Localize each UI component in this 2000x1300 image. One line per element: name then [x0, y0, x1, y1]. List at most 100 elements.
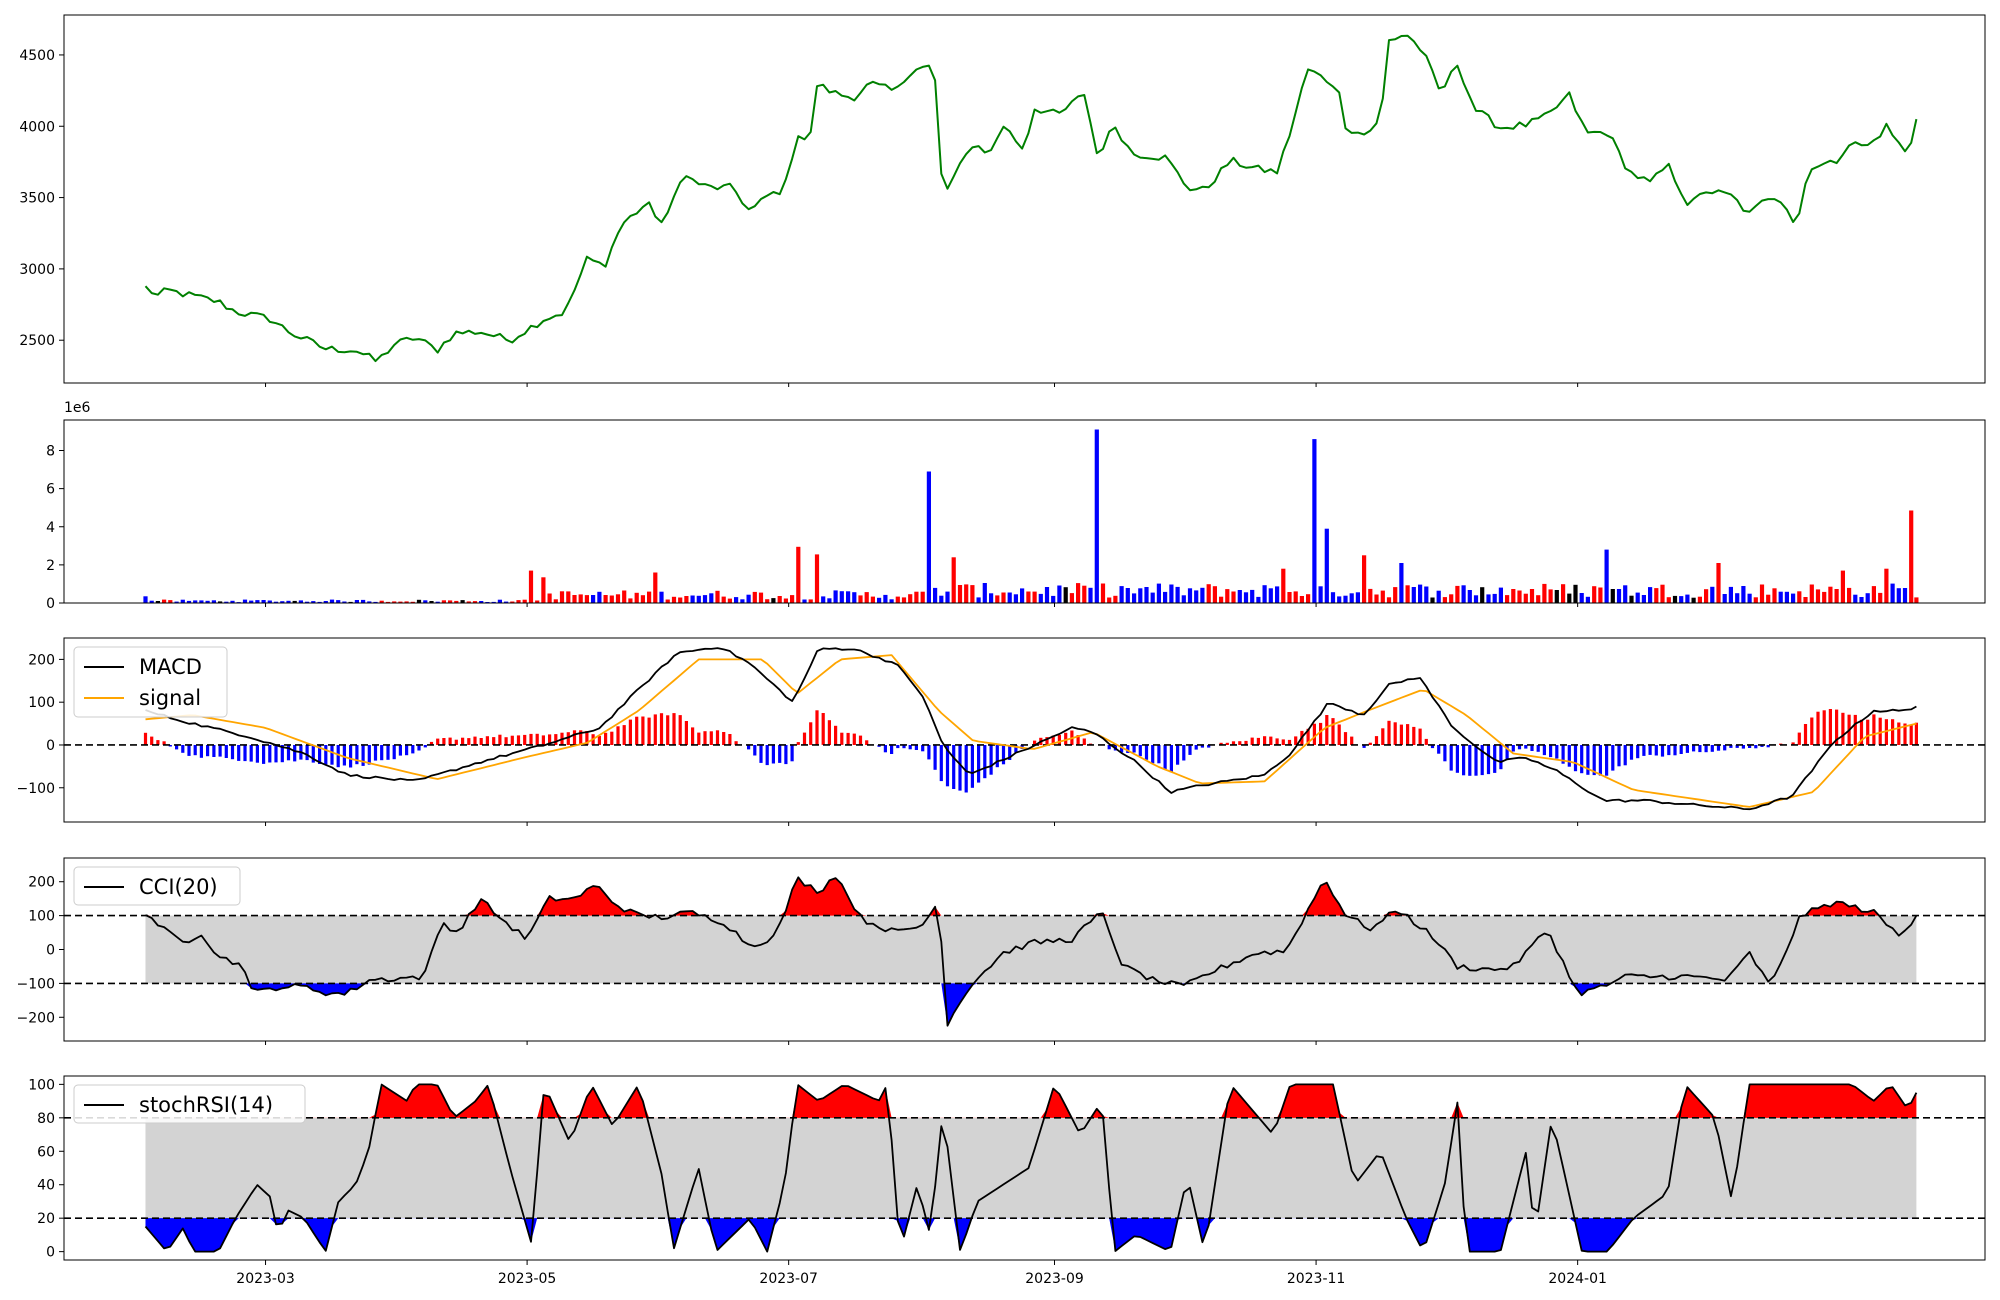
macd-hist-bar	[579, 730, 583, 745]
macd-hist-bar	[840, 732, 844, 745]
volume-bar	[914, 591, 919, 603]
volume-bar	[1666, 597, 1671, 603]
macd-hist-bar	[672, 713, 676, 745]
volume-bar	[1585, 596, 1590, 603]
volume-bar	[1697, 596, 1702, 603]
macd-hist-bar	[647, 717, 651, 745]
volume-bar	[1884, 568, 1889, 603]
volume-bar	[162, 599, 167, 603]
y-tick-label: 40	[37, 1178, 55, 1194]
x-tick-label: 2023-03	[236, 1271, 295, 1287]
macd-hist-bar	[1418, 728, 1422, 745]
volume-bar	[1156, 583, 1161, 603]
macd-hist-bar	[1816, 711, 1820, 745]
volume-bar	[1598, 587, 1603, 603]
macd-hist-bar	[510, 735, 514, 745]
volume-bar	[1722, 594, 1727, 603]
volume-bar	[1175, 586, 1180, 603]
macd-hist-bar	[1511, 745, 1515, 752]
volume-bar	[1299, 596, 1304, 603]
volume-bar	[1772, 588, 1777, 603]
volume-bar	[1144, 587, 1149, 603]
macd-hist-bar	[554, 734, 558, 745]
macd-hist-bar	[1567, 745, 1571, 767]
volume-bar	[423, 600, 428, 603]
volume-bar	[995, 595, 1000, 603]
macd-hist-bar	[1337, 724, 1341, 745]
macd-hist-bar	[1760, 745, 1764, 747]
macd-hist-bar	[1387, 720, 1391, 745]
volume-bar	[342, 601, 347, 603]
macd-hist-bar	[1611, 745, 1615, 771]
macd-hist-bar	[1399, 724, 1403, 745]
volume-bar	[846, 591, 851, 603]
macd-hist-bar	[1033, 740, 1037, 745]
neutral-band	[145, 1117, 1917, 1219]
macd-hist-bar	[1244, 740, 1248, 745]
macd-hist-bar	[628, 719, 632, 745]
macd-hist-bar	[1810, 717, 1814, 745]
volume-bar	[603, 595, 608, 603]
macd-hist-bar	[305, 745, 309, 761]
macd-hist-bar	[187, 745, 191, 756]
legend-label: MACD	[139, 655, 202, 679]
volume-bar	[435, 601, 440, 603]
volume-bar	[1902, 588, 1908, 603]
volume-bar	[1878, 592, 1883, 603]
macd-hist-bar	[1107, 745, 1111, 750]
macd-hist-bar	[1586, 745, 1590, 775]
macd-hist-bar	[1182, 745, 1186, 761]
y-tick-label: 3500	[19, 191, 55, 207]
macd-hist-bar	[417, 745, 421, 751]
volume-bar	[1660, 584, 1665, 603]
volume-bar	[783, 598, 788, 603]
macd-hist-bar	[492, 737, 496, 745]
macd-hist-bar	[1275, 738, 1279, 745]
volume-bar	[1629, 595, 1634, 603]
volume-bar	[361, 599, 366, 603]
volume-bar	[441, 600, 446, 603]
macd-hist-bar	[747, 745, 751, 750]
macd-hist-bar	[1841, 712, 1845, 745]
volume-bar	[709, 593, 714, 603]
macd-hist-bar	[784, 745, 788, 765]
plot-frame	[63, 637, 1986, 823]
macd-hist-bar	[641, 716, 645, 745]
macd-hist-bar	[255, 745, 259, 763]
volume-bar	[1287, 592, 1292, 603]
macd-hist-bar	[1704, 745, 1708, 753]
volume-bar	[1890, 583, 1895, 603]
macd-hist-bar	[945, 745, 950, 787]
macd-hist-bar	[1642, 745, 1646, 756]
macd-hist-bar	[753, 745, 757, 756]
macd-hist-bar	[1231, 741, 1236, 745]
volume-bar	[1256, 596, 1261, 603]
macd-hist-bar	[199, 745, 203, 758]
macd-hist-bar	[1188, 745, 1192, 755]
macd-hist-bar	[1343, 732, 1348, 745]
macd-hist-bar	[1014, 745, 1018, 753]
macd-hist-bar	[858, 735, 863, 745]
macd-hist-bar	[162, 741, 166, 745]
panel-volume: 0 2 4 6 8 1e6	[46, 400, 1986, 612]
macd-hist-bar	[983, 745, 987, 779]
volume-bar	[1791, 593, 1796, 603]
macd-hist-bar	[1263, 736, 1267, 745]
macd-hist-bar	[653, 714, 657, 745]
y-tick-label: −200	[17, 1010, 55, 1026]
macd-hist-bar	[448, 737, 452, 745]
volume-bar	[510, 601, 515, 603]
volume-bar	[908, 594, 913, 603]
macd-hist-bar	[691, 727, 695, 745]
y-tick-label: 2	[46, 558, 55, 574]
volume-bar	[1473, 595, 1479, 603]
macd-hist-bar	[1374, 736, 1379, 745]
volume-bar	[211, 600, 216, 603]
volume-bar	[765, 599, 770, 603]
macd-hist-bar	[541, 735, 545, 745]
y-tick-label: 200	[28, 652, 55, 668]
macd-hist-bar	[827, 720, 831, 745]
volume-bar	[933, 587, 938, 603]
volume-bar	[740, 599, 745, 603]
macd-hist-bar	[908, 745, 912, 750]
